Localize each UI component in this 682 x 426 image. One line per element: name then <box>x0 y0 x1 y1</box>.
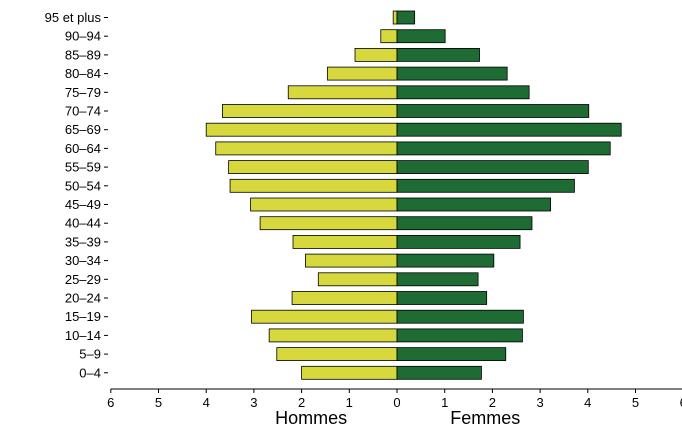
bar-femmes-14 <box>396 104 590 118</box>
bar-femmes-12 <box>396 141 611 156</box>
y-tick-label: 45–49 <box>65 197 101 212</box>
bar-hommes-2 <box>268 328 398 343</box>
x-tick-label: 5 <box>155 395 162 410</box>
bar-hommes-9 <box>250 197 398 212</box>
series-label-femmes: Femmes <box>450 408 520 426</box>
bar-femmes-18 <box>396 29 446 44</box>
bar-hommes-0 <box>301 365 398 380</box>
y-tick-label: 70–74 <box>65 104 101 119</box>
bar-hommes-7 <box>292 234 398 249</box>
bar-femmes-15 <box>396 85 530 100</box>
bar-hommes-6 <box>305 253 398 268</box>
bar-femmes-6 <box>396 253 495 268</box>
y-tick-label: 80–84 <box>65 66 101 81</box>
bar-hommes-12 <box>215 141 398 156</box>
bar-hommes-8 <box>259 216 398 231</box>
bar-hommes-5 <box>317 272 398 287</box>
bar-femmes-1 <box>396 347 507 362</box>
series-labels: Hommes Femmes <box>275 408 520 426</box>
y-tick-label: 40–44 <box>65 216 101 231</box>
bar-hommes-19 <box>392 10 398 25</box>
y-tick-label: 10–14 <box>65 328 101 343</box>
y-axis: 0–4 5–9 10–14 15–19 20–24 25–29 30–34 35–39 40–4… <box>45 10 108 380</box>
y-tick-label: 60–64 <box>65 141 101 156</box>
bar-femmes-7 <box>396 234 521 249</box>
bar-femmes-4 <box>396 291 488 305</box>
bar-hommes-14 <box>222 104 398 118</box>
x-axis: 6 5 4 3 2 1 0 1 2 3 4 5 6 <box>107 388 682 410</box>
x-tick-label: 4 <box>203 395 210 410</box>
bar-hommes-3 <box>251 309 398 324</box>
y-tick-label: 30–34 <box>65 253 101 268</box>
bar-femmes-5 <box>396 272 479 287</box>
series-label-hommes: Hommes <box>275 408 347 426</box>
x-tick-label: 1 <box>346 395 353 410</box>
x-tick-label: 4 <box>584 395 591 410</box>
bar-femmes-0 <box>396 365 482 380</box>
y-tick-label: 25–29 <box>65 272 101 287</box>
x-tick-label: 0 <box>393 395 400 410</box>
bar-femmes-8 <box>396 216 533 231</box>
x-tick-label: 1 <box>441 395 448 410</box>
y-tick-label: 95 et plus <box>45 10 102 25</box>
y-tick-label: 85–89 <box>65 47 101 62</box>
bar-hommes-15 <box>287 85 398 100</box>
bar-femmes-19 <box>396 10 416 25</box>
bar-femmes-17 <box>396 48 480 62</box>
x-tick-label: 6 <box>107 395 114 410</box>
bar-hommes-13 <box>205 122 398 137</box>
y-tick-label: 75–79 <box>65 85 101 100</box>
bar-femmes-13 <box>396 122 622 137</box>
bar-hommes-4 <box>291 291 398 305</box>
bar-hommes-1 <box>276 347 398 362</box>
bar-femmes-9 <box>396 197 551 212</box>
bar-femmes-16 <box>396 66 508 81</box>
x-tick-label: 3 <box>250 395 257 410</box>
y-tick-label: 0–4 <box>79 365 101 380</box>
bar-hommes-11 <box>228 160 398 175</box>
bar-femmes-3 <box>396 309 524 324</box>
x-tick-label: 6 <box>680 395 682 410</box>
x-tick-label: 2 <box>489 395 496 410</box>
x-tick-label: 5 <box>632 395 639 410</box>
bar-femmes-10 <box>396 178 575 193</box>
bar-femmes-2 <box>396 328 523 343</box>
y-tick-label: 5–9 <box>79 347 101 362</box>
x-tick-label: 3 <box>536 395 543 410</box>
y-tick-label: 15–19 <box>65 309 101 324</box>
bars-layer <box>205 10 622 380</box>
bar-hommes-17 <box>354 48 398 62</box>
bar-hommes-16 <box>326 66 398 81</box>
y-tick-label: 90–94 <box>65 29 101 44</box>
y-tick-label: 20–24 <box>65 291 101 306</box>
y-tick-label: 50–54 <box>65 178 101 193</box>
x-tick-label: 2 <box>298 395 305 410</box>
y-tick-label: 55–59 <box>65 160 101 175</box>
y-tick-label: 35–39 <box>65 234 101 249</box>
bar-hommes-18 <box>380 29 398 44</box>
bar-hommes-10 <box>229 178 398 193</box>
bar-femmes-11 <box>396 160 589 175</box>
y-tick-label: 65–69 <box>65 122 101 137</box>
